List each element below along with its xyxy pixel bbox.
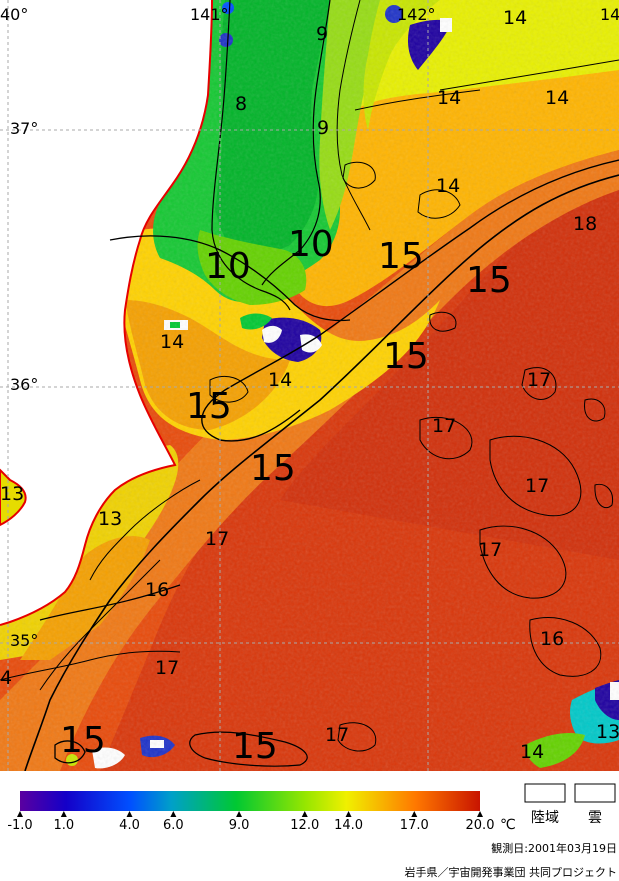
colorbar-tick <box>345 811 352 817</box>
contour-label: 4 <box>0 667 12 689</box>
colorbar-tick-label: 12.0 <box>290 818 319 833</box>
graticule <box>0 0 619 771</box>
lon-label: 142° <box>397 5 436 24</box>
contour-label: 17 <box>527 369 551 391</box>
land-legend-swatch <box>524 783 566 803</box>
contour-label: 18 <box>573 213 597 235</box>
contour-label: 14 <box>268 369 292 391</box>
colorbar-tick-label: 17.0 <box>400 818 429 833</box>
land-boso <box>0 468 27 527</box>
contour-label: 15 <box>250 448 296 489</box>
contour-label: 15 <box>60 720 106 761</box>
contour-label: 17 <box>155 657 179 679</box>
contour-label: 17 <box>478 539 502 561</box>
map-footer: -1.0 1.0 4.0 6.0 9.0 12.0 14.0 17.0 20.0 ℃ 陸域 雲 … <box>0 771 619 881</box>
contour-label: 15 <box>232 726 278 767</box>
contour-label: 15 <box>378 236 424 277</box>
contour-label: 14 <box>503 7 527 29</box>
contour-label: 14 <box>437 87 461 109</box>
lon-label: 141° <box>190 5 229 24</box>
colorbar-ticks: -1.0 1.0 4.0 6.0 9.0 12.0 14.0 17.0 20.0 <box>7 811 494 833</box>
colorbar-tick-label: 1.0 <box>53 818 74 833</box>
colorbar-tick <box>170 811 177 817</box>
contour-label: 9 <box>316 23 328 45</box>
contour-label: 14 <box>545 87 569 109</box>
colorbar-tick-label: 14.0 <box>334 818 363 833</box>
contour-label: 17 <box>432 415 456 437</box>
contour-label: 13 <box>98 508 122 530</box>
isotherm-contours <box>0 0 619 771</box>
project-credit: 岩手県／宇宙開発事業団 共同プロジェクト <box>405 865 618 879</box>
lat-label: 36° <box>10 375 38 394</box>
contour-label: 8 <box>235 93 247 115</box>
colorbar-tick <box>126 811 133 817</box>
colorbar-tick <box>477 811 483 817</box>
colorbar-tick <box>411 811 418 817</box>
colorbar-tick-label: 4.0 <box>119 818 140 833</box>
contour-label: 15 <box>186 386 232 427</box>
contour-label: 16 <box>145 579 169 601</box>
contour-label: 14 <box>520 741 544 763</box>
contour-label: 17 <box>205 528 229 550</box>
observation-date: 観測日:2001年03月19日 <box>491 841 617 855</box>
contour-label: 14 <box>436 175 460 197</box>
lon-label: 40° <box>0 5 28 24</box>
sst-map: 40° 141° 142° 14 37° 36° 35° 9 14 8 14 1… <box>0 0 619 771</box>
contour-label: 17 <box>325 724 349 746</box>
coastline <box>0 0 213 626</box>
contour-label: 10 <box>288 224 334 265</box>
contour-label: 13 <box>0 483 24 505</box>
colorbar-unit: ℃ <box>500 817 516 833</box>
lon-label: 14 <box>600 5 619 24</box>
lat-label: 37° <box>10 119 38 138</box>
land-legend-label: 陸域 <box>531 810 559 826</box>
colorbar-gradient <box>20 791 480 811</box>
colorbar-tick-label: 6.0 <box>163 818 184 833</box>
contour-label: 14 <box>160 331 184 353</box>
lat-label: 35° <box>10 631 38 650</box>
colorbar-tick <box>301 811 308 817</box>
colorbar-tick <box>17 811 23 817</box>
colorbar-tick <box>236 811 243 817</box>
contour-label: 15 <box>383 336 429 377</box>
cloud-legend-swatch <box>574 783 616 803</box>
colorbar-tick-label: 20.0 <box>466 818 495 833</box>
colorbar-tick-label: -1.0 <box>7 818 32 833</box>
contour-label: 15 <box>466 260 512 301</box>
colorbar: -1.0 1.0 4.0 6.0 9.0 12.0 14.0 17.0 20.0 ℃ 陸域 雲 … <box>7 783 618 879</box>
contour-label: 16 <box>540 628 564 650</box>
contour-label: 10 <box>205 246 251 287</box>
contour-label: 13 <box>596 721 619 743</box>
colorbar-tick-label: 9.0 <box>229 818 250 833</box>
contour-label: 9 <box>317 117 329 139</box>
contour-label: 17 <box>525 475 549 497</box>
colorbar-tick <box>60 811 67 817</box>
cloud-legend-label: 雲 <box>588 810 602 826</box>
